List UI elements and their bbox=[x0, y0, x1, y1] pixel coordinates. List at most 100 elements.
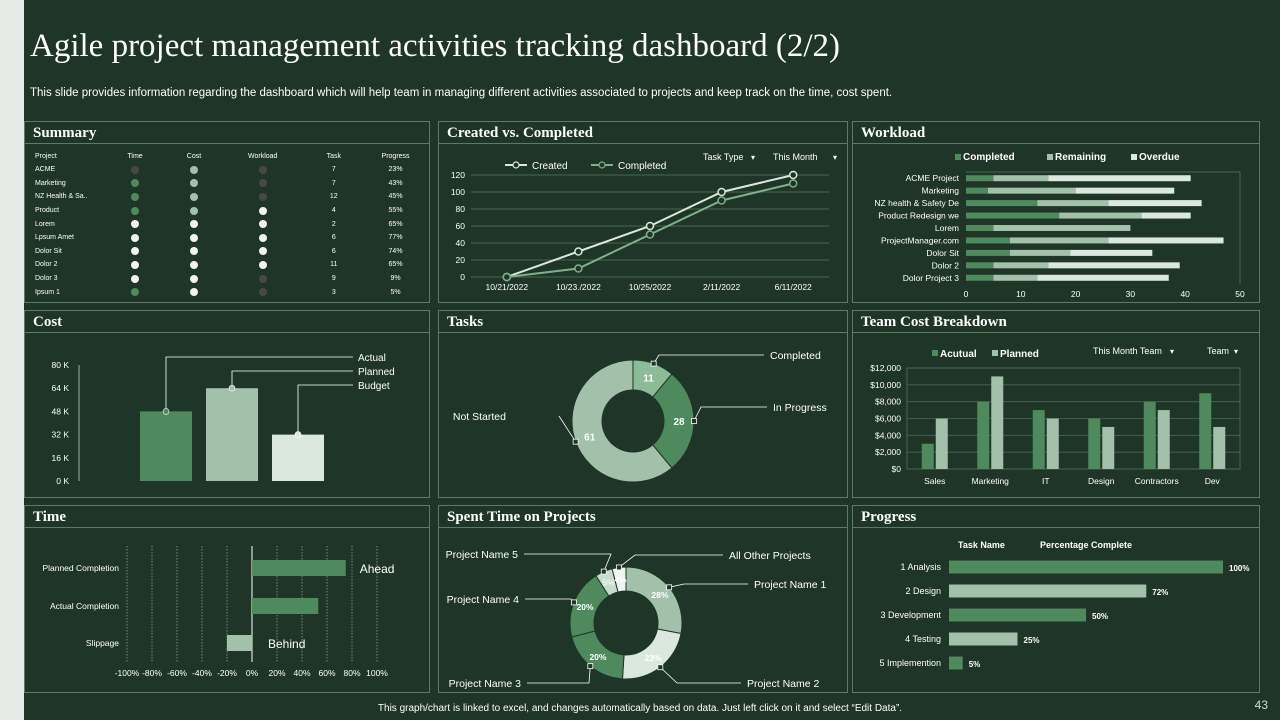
cost-status-dot bbox=[189, 288, 198, 297]
tasks-panel: Tasks 11 28 61 Completed In Progress Not Star… bbox=[438, 310, 848, 498]
progress-value: 55% bbox=[388, 207, 403, 215]
bar-value-label: 5% bbox=[969, 660, 981, 669]
bar-remaining bbox=[1037, 200, 1109, 207]
y-tick-label: 48 K bbox=[52, 406, 70, 416]
leader-marker bbox=[666, 584, 673, 591]
leader-line bbox=[693, 406, 767, 422]
slice-value-label: 20% bbox=[589, 652, 606, 662]
column-header: Percentage Complete bbox=[1040, 540, 1132, 550]
project-name: Dolor Sit bbox=[35, 247, 62, 255]
leader-line bbox=[165, 356, 353, 412]
tasks-title: Tasks bbox=[439, 311, 847, 333]
cost-title: Cost bbox=[25, 311, 429, 333]
progress-value: 65% bbox=[388, 220, 403, 228]
table-row: Dolor 3 9 9% bbox=[35, 272, 429, 286]
x-tick-label: 10 bbox=[1016, 289, 1026, 299]
bar-acutual bbox=[1143, 401, 1156, 469]
leader-line bbox=[618, 554, 723, 568]
table-row: Dolor 2 11 65% bbox=[35, 258, 429, 272]
time-status-dot-cell bbox=[102, 272, 168, 286]
workload-status-dot bbox=[258, 220, 267, 229]
legend-label: Remaining bbox=[1055, 152, 1106, 163]
created-chart: 0 20 40 60 80 100 120 10/21/2022 10/23./2022 10/2… bbox=[451, 152, 837, 292]
progress-title: Progress bbox=[853, 506, 1259, 528]
bar-overdue bbox=[1048, 175, 1191, 182]
bar-value-label: 100% bbox=[1229, 564, 1249, 573]
bar-planned-completion bbox=[252, 560, 346, 576]
task-count: 11 bbox=[330, 261, 338, 269]
bar-acutual bbox=[1088, 418, 1101, 469]
cost-status-dot-cell bbox=[168, 231, 220, 245]
legend-marker bbox=[598, 161, 606, 169]
data-point bbox=[574, 247, 583, 256]
bar-remaining bbox=[987, 187, 1076, 194]
y-tick-label: 16 K bbox=[52, 453, 70, 463]
x-tick-label: 0 bbox=[964, 289, 969, 299]
category-label: Slippage bbox=[86, 638, 119, 648]
workload-status-dot bbox=[258, 288, 267, 297]
category-label: Dolor Project 3 bbox=[903, 273, 959, 283]
x-tick-label: IT bbox=[1042, 476, 1050, 486]
time-status-dot-cell bbox=[102, 217, 168, 231]
x-tick-label: 20% bbox=[268, 668, 285, 678]
legend-swatch bbox=[1047, 154, 1053, 160]
x-tick-label: Dev bbox=[1205, 476, 1221, 486]
leader-marker bbox=[572, 438, 579, 445]
workload-status-dot-cell bbox=[220, 231, 306, 245]
progress-panel: Progress Task Name Percentage Complete 1 A… bbox=[852, 505, 1260, 693]
bar-actual bbox=[140, 411, 192, 481]
slice-value-label: 28 bbox=[673, 417, 685, 428]
time-status-dot bbox=[131, 165, 140, 174]
leader-line bbox=[669, 583, 748, 588]
workload-status-dot-cell bbox=[220, 272, 306, 286]
y-tick-label: $2,000 bbox=[875, 447, 901, 457]
bar-planned bbox=[1213, 426, 1226, 469]
data-point bbox=[788, 170, 798, 180]
cost-status-dot bbox=[189, 247, 198, 256]
category-label: Lorem bbox=[935, 223, 959, 233]
table-row: Marketing 7 43% bbox=[35, 177, 429, 191]
bar-value-label: 25% bbox=[1024, 636, 1040, 645]
x-tick-label: Marketing bbox=[972, 476, 1010, 486]
project-name: NZ Health & Sa.. bbox=[35, 193, 88, 201]
task-count: 6 bbox=[331, 234, 336, 242]
chevron-down-icon: ▾ bbox=[1170, 347, 1174, 356]
bar-overdue bbox=[1108, 237, 1224, 244]
progress-bar bbox=[949, 584, 1147, 598]
cost-status-dot bbox=[189, 165, 198, 174]
summary-header-progress: Progress bbox=[381, 152, 410, 160]
y-tick-label: $6,000 bbox=[875, 414, 901, 424]
project-name: Dolor 3 bbox=[35, 275, 58, 283]
task-count: 4 bbox=[331, 207, 336, 215]
project-name: Ipsum 1 bbox=[35, 288, 60, 296]
time-status-dot-cell bbox=[102, 190, 168, 204]
x-tick-label: 20 bbox=[1071, 289, 1081, 299]
workload-status-dot bbox=[258, 179, 267, 188]
cost-status-dot bbox=[189, 274, 198, 283]
x-tick-label: 50 bbox=[1235, 289, 1245, 299]
progress-value: 45% bbox=[388, 193, 403, 201]
category-label: In Progress bbox=[773, 402, 827, 414]
legend-swatch bbox=[992, 350, 998, 356]
column-header: Task Name bbox=[958, 540, 1005, 550]
time-title: Time bbox=[25, 506, 429, 528]
workload-status-dot bbox=[258, 192, 267, 201]
cost-status-dot-cell bbox=[168, 245, 220, 259]
time-status-dot bbox=[131, 192, 140, 201]
progress-value: 9% bbox=[390, 275, 401, 283]
project-name: Marketing bbox=[35, 179, 66, 187]
workload-status-dot bbox=[258, 165, 267, 174]
time-status-dot-cell bbox=[102, 245, 168, 259]
filter-task-type: Task Type bbox=[703, 152, 743, 162]
x-tick-label: Contractors bbox=[1135, 476, 1179, 486]
leader-marker bbox=[600, 568, 607, 575]
bar-actual-completion bbox=[252, 598, 319, 614]
category-label: Project Name 1 bbox=[754, 579, 827, 591]
summary-header-task: Task bbox=[326, 152, 341, 160]
progress-value: 74% bbox=[388, 247, 403, 255]
cost-status-dot-cell bbox=[168, 163, 220, 177]
legend-swatch bbox=[1131, 154, 1137, 160]
time-status-dot-cell bbox=[102, 231, 168, 245]
time-status-dot-cell bbox=[102, 204, 168, 218]
category-label: All Other Projects bbox=[729, 550, 811, 562]
